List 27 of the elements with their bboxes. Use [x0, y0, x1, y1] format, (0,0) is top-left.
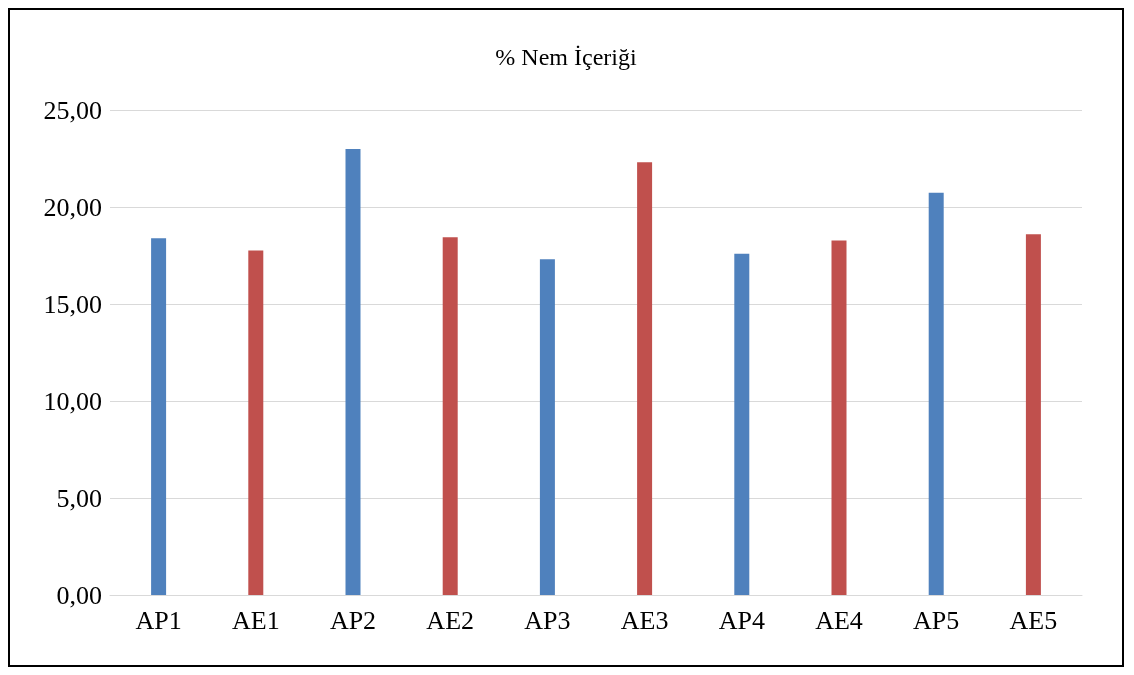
x-tick-label: AE2: [426, 605, 475, 635]
y-tick-label: 20,00: [43, 192, 102, 222]
bar: [151, 238, 167, 595]
x-tick-label: AE3: [620, 605, 669, 635]
bar: [539, 259, 555, 595]
y-tick-label: 25,00: [43, 95, 102, 125]
bar: [248, 250, 264, 595]
x-tick-label: AP1: [135, 605, 182, 635]
bar: [345, 148, 361, 595]
y-tick-label: 0,00: [56, 580, 102, 610]
x-tick-label: AP2: [329, 605, 377, 635]
bar: [928, 192, 944, 595]
bar: [442, 237, 458, 595]
x-tick-label: AE5: [1009, 605, 1058, 635]
x-tick-label: AE1: [231, 605, 280, 635]
x-tick-label: AP4: [718, 605, 765, 635]
bar: [734, 253, 750, 595]
bar: [637, 162, 653, 595]
x-tick-label: AE4: [815, 605, 863, 635]
y-tick-label: 10,00: [43, 386, 102, 416]
bar: [1025, 234, 1041, 595]
y-tick-label: 15,00: [43, 289, 102, 319]
x-tick-label: AP3: [524, 605, 571, 635]
chart-title: % Nem İçeriği: [495, 44, 637, 70]
y-tick-label: 5,00: [56, 483, 102, 513]
bar: [831, 240, 847, 595]
x-tick-label: AP5: [913, 605, 960, 635]
